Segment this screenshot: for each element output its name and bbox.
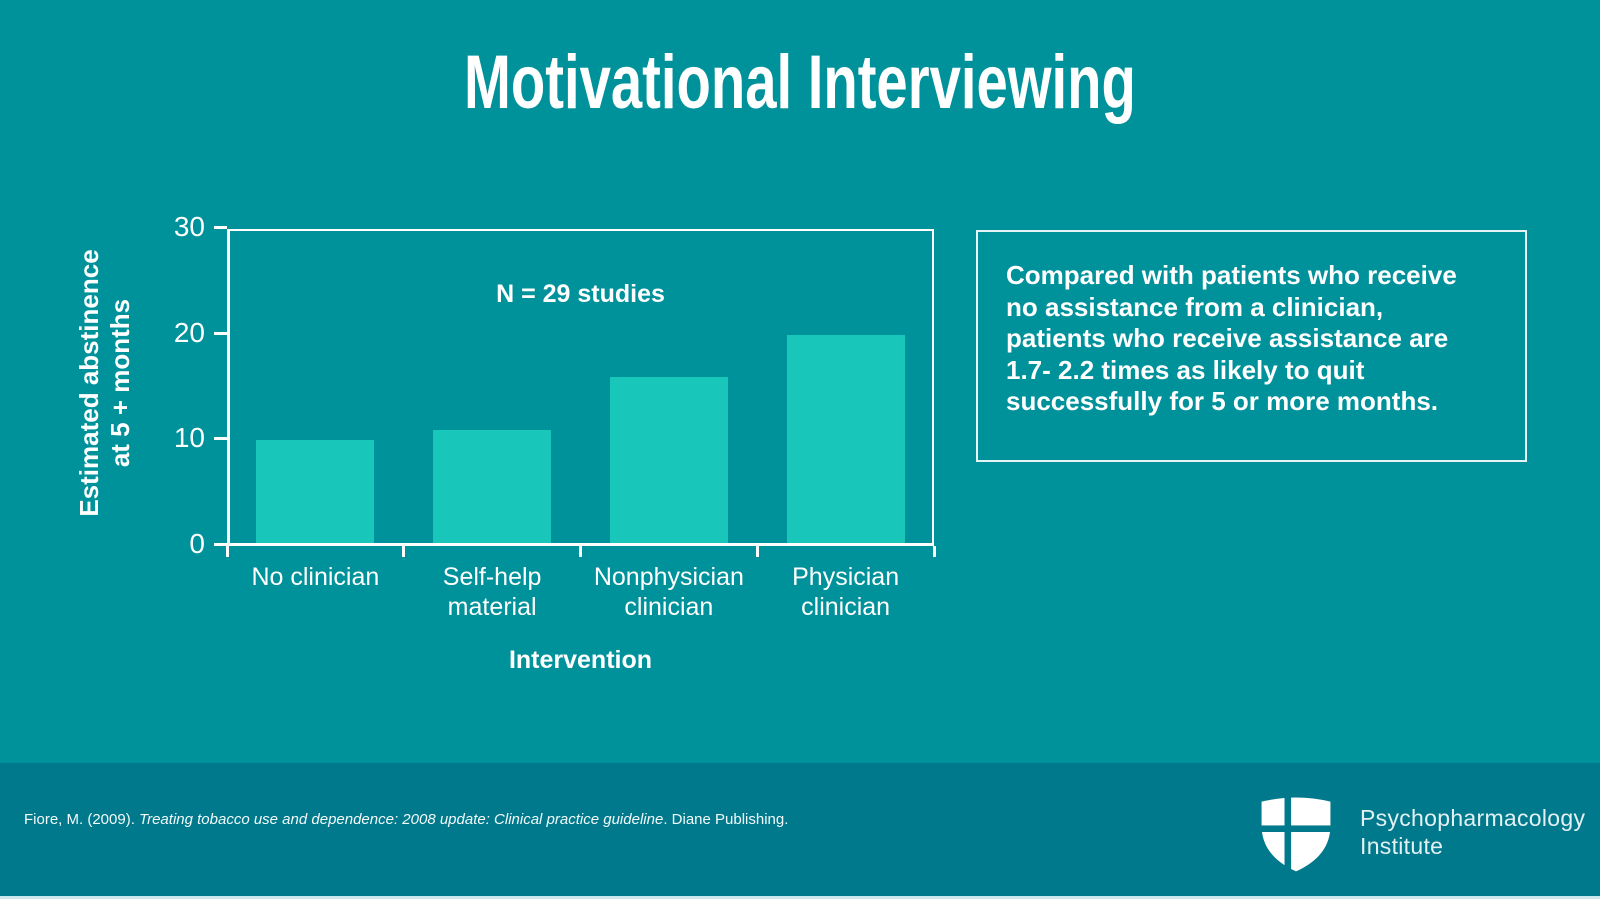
citation-suffix: . Diane Publishing. — [663, 811, 789, 828]
y-tick-mark — [214, 437, 227, 441]
callout-line: patients who receive assistance are — [1006, 323, 1449, 353]
x-tick-mark — [579, 546, 582, 557]
logo-text-line1: Psychopharmacology — [1360, 805, 1586, 831]
x-category-label-line: Physician — [792, 563, 900, 591]
shield-cross-icon — [1255, 791, 1337, 873]
x-tick-mark — [225, 546, 229, 557]
psychopharmacology-institute-logo: Psychopharmacology Institute — [1255, 789, 1585, 879]
x-tick-mark — [402, 546, 406, 557]
x-category-label-line: Self-help — [442, 563, 542, 591]
logo-text: Psychopharmacology Institute — [1360, 804, 1585, 860]
x-category-label-line: Nonphysician — [593, 563, 744, 591]
y-tick-label: 0 — [189, 528, 205, 559]
bar — [256, 440, 375, 543]
y-tick-label: 10 — [173, 422, 205, 454]
bar — [433, 429, 552, 543]
bar — [786, 334, 905, 543]
title-container: Motivational Interviewing — [0, 42, 1600, 124]
callout-box: Compared with patients who receive no as… — [976, 230, 1527, 462]
y-tick-label: 30 — [173, 211, 205, 242]
y-axis-title-line2: at 5 + months — [105, 298, 135, 468]
x-category-label-line: material — [447, 593, 537, 621]
x-axis-title: Intervention — [508, 646, 653, 674]
citation: Fiore, M. (2009). Treating tobacco use a… — [24, 810, 788, 830]
callout-line: Compared with patients who receive — [1006, 260, 1457, 290]
y-axis-title-line1: Estimated abstinence — [74, 249, 104, 517]
plot-area — [227, 229, 934, 546]
chart-annotation: N = 29 studies — [496, 280, 665, 308]
callout-line: successfully for 5 or more months. — [1006, 386, 1439, 416]
y-tick-mark — [214, 226, 227, 229]
x-category-label: Nonphysician clinician — [569, 562, 769, 622]
footer-bar: Fiore, M. (2009). Treating tobacco use a… — [0, 763, 1600, 896]
x-category-label-line: clinician — [624, 593, 714, 621]
bottom-edge-strip — [0, 896, 1600, 899]
y-tick-mark — [214, 331, 227, 335]
citation-italic-title: Treating tobacco use and dependence: 200… — [139, 811, 664, 828]
bar — [609, 376, 728, 543]
y-tick-label: 20 — [173, 316, 205, 348]
citation-prefix: Fiore, M. (2009). — [24, 811, 140, 828]
x-tick-mark — [755, 546, 759, 557]
x-category-label: Physician clinician — [746, 562, 946, 622]
x-category-label-line: No clinician — [251, 563, 380, 591]
x-tick-mark — [932, 546, 936, 557]
callout-line: 1.7- 2.2 times as likely to quit — [1006, 354, 1365, 385]
callout-line: no assistance from a clinician, — [1006, 291, 1384, 322]
x-category-label: No clinician — [215, 562, 415, 592]
y-axis-title: Estimated abstinence at 5 + months — [74, 249, 136, 516]
slide-title: Motivational Interviewing — [464, 40, 1136, 125]
logo-text-line2: Institute — [1360, 833, 1444, 859]
x-category-label: Self-help material — [392, 562, 592, 622]
y-tick-mark — [214, 543, 227, 546]
x-category-label-line: clinician — [801, 593, 891, 621]
